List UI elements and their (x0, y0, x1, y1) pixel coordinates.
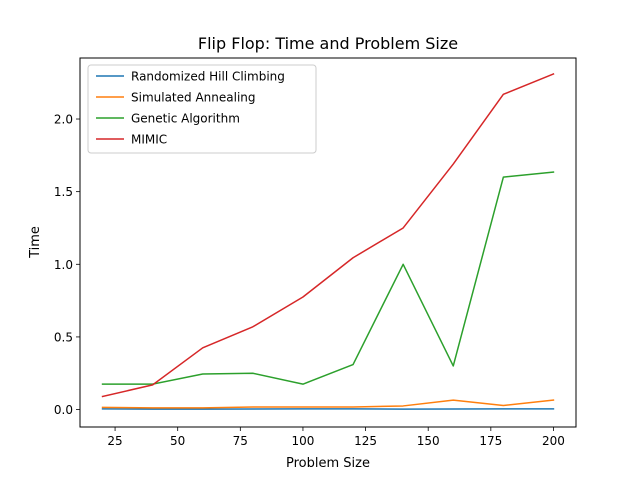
x-tick-label: 25 (107, 434, 122, 448)
y-tick-label: 1.5 (54, 185, 73, 199)
x-axis-label: Problem Size (286, 456, 370, 471)
x-tick-label: 50 (170, 434, 185, 448)
x-tick-label: 200 (542, 434, 565, 448)
x-tick-label: 150 (417, 434, 440, 448)
legend-label-1: Simulated Annealing (131, 91, 256, 105)
y-tick-label: 0.5 (54, 330, 73, 344)
x-tick-label: 75 (233, 434, 248, 448)
x-tick-label: 100 (291, 434, 314, 448)
y-axis-label: Time (28, 226, 43, 259)
legend-label-0: Randomized Hill Climbing (131, 70, 285, 84)
y-tick-label: 0.0 (54, 403, 73, 417)
legend-label-2: Genetic Algorithm (131, 112, 240, 126)
legend-label-3: MIMIC (131, 133, 167, 147)
y-tick-label: 2.0 (54, 113, 73, 127)
legend: Randomized Hill Climbing Simulated Anneal… (88, 65, 316, 153)
chart-title: Flip Flop: Time and Problem Size (198, 34, 458, 53)
x-tick-label: 125 (354, 434, 377, 448)
x-tick-label: 175 (479, 434, 502, 448)
y-tick-label: 1.0 (54, 258, 73, 272)
